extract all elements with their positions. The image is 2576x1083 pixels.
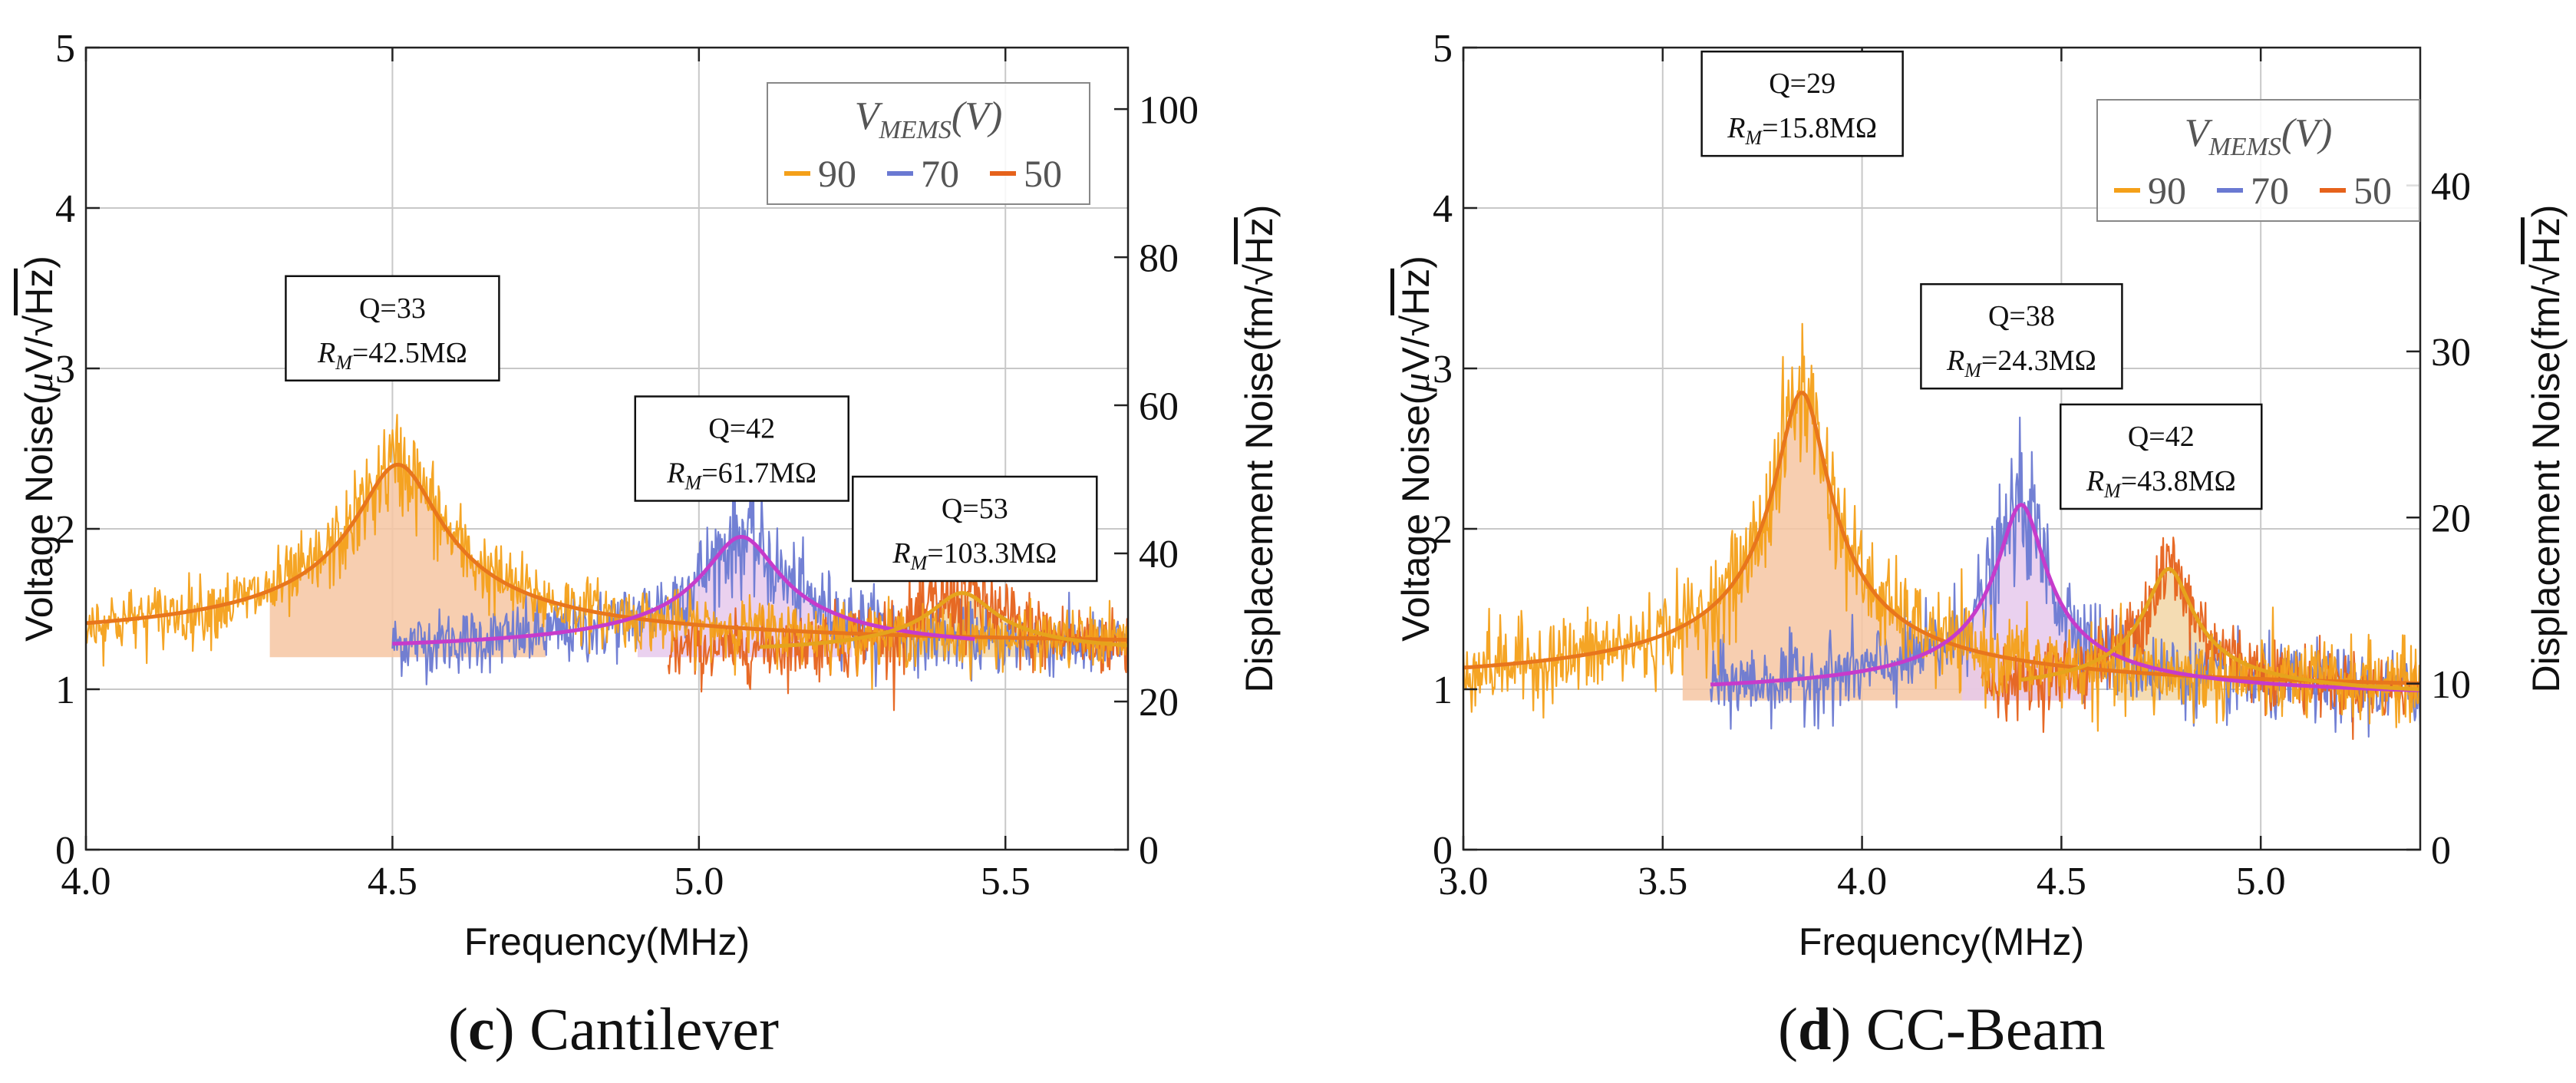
fit-curve-90 xyxy=(1463,391,2420,685)
y-tick-label: 3 xyxy=(1433,348,1453,391)
y-axis-label: Voltage Noise(μV/√Hz) xyxy=(1394,256,1437,642)
annotation-q: Q=42 xyxy=(2128,421,2195,453)
y-tick-label: 4 xyxy=(1433,187,1453,231)
y2-tick-label: 40 xyxy=(1139,533,1179,576)
y-tick-label: 1 xyxy=(1433,669,1453,712)
x-tick-label: 4.5 xyxy=(368,860,417,903)
y2-tick-label: 100 xyxy=(1139,88,1199,132)
annotation-q: Q=33 xyxy=(359,292,426,325)
annotation-box xyxy=(1700,50,1904,157)
annotation-rm: RM=43.8MΩ xyxy=(2086,465,2236,502)
legend-label-90: 90 xyxy=(818,152,856,195)
x-tick-label: 5.5 xyxy=(981,860,1031,903)
y2-tick-label: 20 xyxy=(2431,497,2471,540)
annotation-rm: RM=42.5MΩ xyxy=(317,337,467,374)
chart-panel-c: 4.0 4.5 5.0 5.5012345020406080100Frequency(… xyxy=(18,27,1281,963)
annotation-70: Q=42 RM=61.7MΩ xyxy=(634,395,849,502)
annotation-box xyxy=(634,395,849,502)
legend-label-70: 70 xyxy=(921,152,959,195)
y2-tick-label: 60 xyxy=(1139,385,1179,428)
legend: VMEMS(V) 90 70 50 xyxy=(2096,99,2420,222)
legend-title: VMEMS(V) xyxy=(855,94,1003,144)
legend-label-90: 90 xyxy=(2148,169,2186,212)
plot-frame xyxy=(1462,46,2422,851)
y-tick-label: 3 xyxy=(55,348,75,391)
legend-label-50: 50 xyxy=(1024,152,1062,195)
annotation-50: Q=42 RM=43.8MΩ xyxy=(2060,403,2263,510)
y2-tick-label: 0 xyxy=(1139,829,1159,873)
caption-c: (c) Cantilever xyxy=(448,996,779,1062)
y-tick-label: 2 xyxy=(1433,508,1453,552)
y-tick-label: 5 xyxy=(55,27,75,71)
x-tick-label: 3.5 xyxy=(1638,860,1687,903)
y-axis-label: Voltage Noise(μV/√Hz) xyxy=(18,256,61,642)
legend-label-70: 70 xyxy=(2251,169,2289,212)
plot-frame xyxy=(84,46,1130,851)
annotation-box xyxy=(1920,282,2123,390)
caption-d: (d) CC-Beam xyxy=(1778,996,2106,1062)
x-axis-label: Frequency(MHz) xyxy=(1799,920,2084,963)
legend-box xyxy=(2096,99,2420,222)
annotation-q: Q=38 xyxy=(1988,300,2055,332)
plot-area xyxy=(1463,322,2420,741)
y-tick-label: 5 xyxy=(1433,27,1453,71)
y-tick-label: 0 xyxy=(55,829,75,873)
x-tick-label: 4.5 xyxy=(2037,860,2086,903)
trace-90 xyxy=(86,414,1128,690)
annotation-q: Q=53 xyxy=(942,493,1008,525)
annotation-rm: RM=103.3MΩ xyxy=(892,537,1057,574)
y2-axis-label: Displacement Noise(fm/√Hz) xyxy=(1238,205,1281,693)
y2-tick-label: 80 xyxy=(1139,236,1179,280)
fill-area-90 xyxy=(1682,392,2062,701)
x-tick-label: 5.0 xyxy=(2236,860,2286,903)
annotation-90: Q=33 RM=42.5MΩ xyxy=(285,275,500,381)
fill-area-90 xyxy=(269,464,546,658)
annotation-box xyxy=(2060,403,2263,510)
legend-label-50: 50 xyxy=(2353,169,2392,212)
annotation-70: Q=38 RM=24.3MΩ xyxy=(1920,282,2123,390)
y2-tick-label: 30 xyxy=(2431,331,2471,375)
y2-axis-label: Displacement Noise(fm/√Hz) xyxy=(2525,205,2568,693)
legend-title: VMEMS(V) xyxy=(2185,111,2333,161)
annotation-rm: RM=24.3MΩ xyxy=(1946,345,2096,381)
annotation-90: Q=29 RM=15.8MΩ xyxy=(1700,50,1904,157)
fill-area-70 xyxy=(637,537,853,658)
x-tick-label: 3.0 xyxy=(1439,860,1489,903)
x-axis-label: Frequency(MHz) xyxy=(464,920,750,963)
x-tick-label: 5.0 xyxy=(674,860,724,903)
annotation-box xyxy=(285,275,500,381)
x-tick-label: 4.0 xyxy=(61,860,111,903)
y-tick-label: 2 xyxy=(55,508,75,552)
annotation-50: Q=53 RM=103.3MΩ xyxy=(852,475,1098,583)
annotation-q: Q=29 xyxy=(1769,68,1836,100)
legend: VMEMS(V) 90 70 50 xyxy=(767,82,1090,205)
y-tick-label: 0 xyxy=(1433,829,1453,873)
x-tick-label: 4.0 xyxy=(1837,860,1887,903)
y-tick-label: 4 xyxy=(55,187,75,231)
plot-area xyxy=(86,414,1128,712)
fit-curve-50 xyxy=(760,591,1128,649)
annotation-rm: RM=15.8MΩ xyxy=(1727,112,1877,149)
y2-tick-label: 20 xyxy=(1139,681,1179,725)
y2-tick-label: 10 xyxy=(2431,663,2471,707)
y2-tick-label: 0 xyxy=(2431,829,2451,873)
y-tick-label: 1 xyxy=(55,669,75,712)
y2-tick-label: 40 xyxy=(2431,165,2471,209)
annotation-q: Q=42 xyxy=(708,413,775,445)
annotation-rm: RM=61.7MΩ xyxy=(666,457,816,494)
legend-box xyxy=(767,82,1090,205)
fit-curve-50 xyxy=(2021,566,2420,692)
annotation-box xyxy=(852,475,1098,583)
fit-curve-70 xyxy=(1710,502,2420,692)
fit-curve-70 xyxy=(392,535,975,646)
chart-panel-d: 3.0 3.5 4.0 4.5 5.0012345010203040Frequency(… xyxy=(1394,27,2568,963)
